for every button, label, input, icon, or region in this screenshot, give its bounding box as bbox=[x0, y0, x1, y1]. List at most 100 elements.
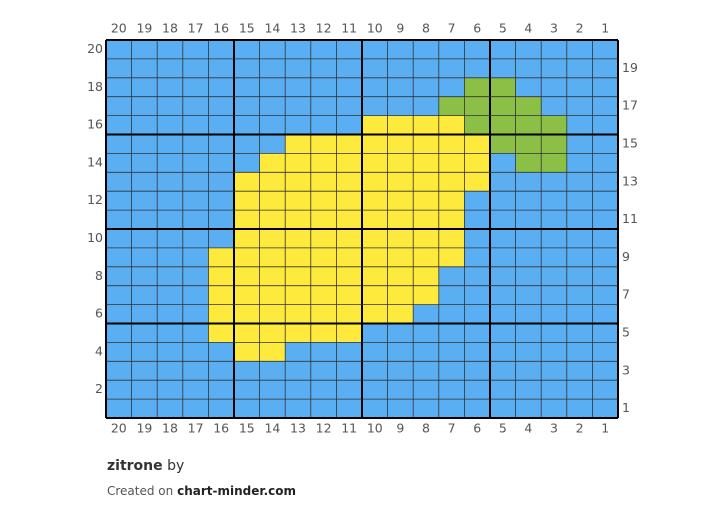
cell bbox=[490, 342, 516, 362]
cell bbox=[490, 40, 516, 59]
cell bbox=[592, 134, 618, 154]
cell bbox=[182, 323, 209, 343]
column-label: 5 bbox=[499, 21, 507, 36]
cell bbox=[490, 191, 516, 211]
row-label: 6 bbox=[95, 306, 103, 321]
cell bbox=[438, 58, 465, 78]
cell bbox=[131, 285, 158, 305]
cell bbox=[259, 399, 286, 418]
cell bbox=[387, 229, 414, 248]
cell bbox=[106, 361, 132, 381]
cell bbox=[438, 323, 465, 343]
cell bbox=[234, 96, 260, 116]
cell bbox=[208, 58, 234, 78]
cell bbox=[592, 191, 618, 211]
cell bbox=[566, 304, 593, 324]
cell bbox=[490, 285, 516, 305]
cell bbox=[234, 323, 260, 343]
cell bbox=[157, 247, 183, 267]
cell bbox=[182, 115, 209, 135]
cell bbox=[464, 399, 490, 418]
cell bbox=[387, 134, 414, 154]
column-label: 18 bbox=[162, 421, 178, 436]
cell bbox=[387, 380, 414, 400]
cell bbox=[387, 40, 414, 59]
row-label: 15 bbox=[622, 135, 638, 150]
cell bbox=[464, 266, 490, 286]
cell bbox=[310, 399, 337, 418]
cell bbox=[362, 40, 388, 59]
credit-prefix: Created on bbox=[107, 484, 173, 498]
cell bbox=[208, 134, 234, 154]
cell bbox=[592, 323, 618, 343]
cell bbox=[157, 40, 183, 59]
cell bbox=[182, 247, 209, 267]
cell bbox=[541, 115, 567, 135]
cell bbox=[362, 153, 388, 173]
column-label: 20 bbox=[111, 21, 127, 36]
cell bbox=[541, 40, 567, 59]
cell bbox=[438, 380, 465, 400]
cell bbox=[182, 58, 209, 78]
cell bbox=[336, 399, 362, 418]
cell bbox=[234, 172, 260, 192]
row-label: 2 bbox=[95, 381, 103, 396]
cell bbox=[438, 304, 465, 324]
cell bbox=[106, 77, 132, 97]
cell bbox=[592, 115, 618, 135]
cell bbox=[234, 115, 260, 135]
cell bbox=[413, 210, 439, 229]
cell bbox=[387, 399, 414, 418]
caption: zitrone by bbox=[107, 458, 184, 474]
cell bbox=[413, 115, 439, 135]
cell bbox=[541, 247, 567, 267]
cell bbox=[106, 210, 132, 229]
cell bbox=[566, 266, 593, 286]
cell bbox=[336, 153, 362, 173]
cell bbox=[157, 172, 183, 192]
column-label: 9 bbox=[396, 421, 404, 436]
cell bbox=[387, 191, 414, 211]
cell bbox=[336, 323, 362, 343]
cell bbox=[310, 380, 337, 400]
cell bbox=[541, 285, 567, 305]
column-label: 11 bbox=[341, 21, 357, 36]
cell bbox=[541, 172, 567, 192]
row-label: 20 bbox=[87, 41, 103, 56]
cell bbox=[490, 134, 516, 154]
cell bbox=[131, 247, 158, 267]
cell bbox=[131, 323, 158, 343]
cell bbox=[259, 247, 286, 267]
cell bbox=[413, 191, 439, 211]
cell bbox=[208, 172, 234, 192]
cell bbox=[182, 191, 209, 211]
cell bbox=[259, 77, 286, 97]
cell bbox=[336, 285, 362, 305]
cell bbox=[464, 191, 490, 211]
cell bbox=[234, 380, 260, 400]
credit-site: chart-minder.com bbox=[177, 484, 296, 498]
cell bbox=[592, 380, 618, 400]
cell bbox=[157, 96, 183, 116]
cell bbox=[208, 323, 234, 343]
cell bbox=[106, 247, 132, 267]
cell bbox=[106, 134, 132, 154]
cell bbox=[182, 342, 209, 362]
cell bbox=[106, 96, 132, 116]
cell bbox=[131, 361, 158, 381]
cell bbox=[285, 40, 311, 59]
cell bbox=[106, 285, 132, 305]
cell bbox=[259, 361, 286, 381]
cell bbox=[208, 77, 234, 97]
cell bbox=[106, 172, 132, 192]
column-label: 16 bbox=[213, 21, 229, 36]
cell bbox=[106, 58, 132, 78]
column-label: 1 bbox=[601, 21, 609, 36]
cell bbox=[490, 380, 516, 400]
cell bbox=[131, 229, 158, 248]
cell bbox=[438, 96, 465, 116]
cell bbox=[234, 191, 260, 211]
cell bbox=[592, 304, 618, 324]
cell bbox=[234, 40, 260, 59]
cell bbox=[362, 342, 388, 362]
